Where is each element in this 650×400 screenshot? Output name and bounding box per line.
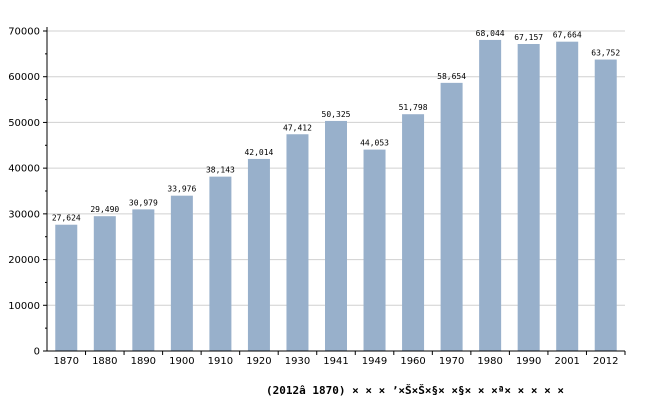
bar	[209, 176, 232, 351]
bar	[402, 114, 425, 352]
y-tick-label: 60000	[8, 72, 40, 83]
bar-value-label: 51,798	[399, 103, 428, 112]
bar-value-label: 42,014	[244, 148, 273, 157]
bar	[286, 134, 309, 351]
bar	[363, 149, 386, 351]
bar-value-label: 27,624	[52, 214, 81, 223]
x-tick-label: 1990	[516, 356, 541, 367]
bar-value-label: 68,044	[476, 29, 505, 38]
bar-value-label: 67,664	[553, 31, 582, 40]
bar-value-label: 44,053	[360, 139, 389, 148]
x-tick-label: 1880	[92, 356, 117, 367]
x-tick-label: 1970	[439, 356, 464, 367]
x-tick-label: 1930	[285, 356, 310, 367]
bar	[594, 59, 617, 351]
y-tick-label: 70000	[8, 27, 40, 38]
y-tick-label: 40000	[8, 164, 40, 175]
bar-value-label: 33,976	[167, 185, 196, 194]
y-tick-label: 0	[34, 347, 40, 358]
bar-value-label: 63,752	[591, 49, 620, 58]
bar-value-label: 47,412	[283, 123, 312, 132]
bar-value-label: 67,157	[514, 33, 543, 42]
x-tick-label: 1949	[362, 356, 387, 367]
x-tick-label: 1900	[169, 356, 194, 367]
x-tick-label: 1941	[323, 356, 348, 367]
x-tick-label: 2012	[593, 356, 618, 367]
bar-value-label: 30,979	[129, 198, 158, 207]
bar	[556, 41, 579, 351]
chart-caption: (2012â 1870) × × × ʼ×Š×Š×§× ×§× × ×ª× × …	[266, 384, 564, 397]
bar	[440, 82, 463, 351]
bar	[93, 216, 116, 351]
x-tick-label: 1920	[246, 356, 271, 367]
bar-value-label: 29,490	[90, 205, 119, 214]
y-tick-label: 30000	[8, 209, 40, 220]
labels: 0 10000 20000 30000 40000 50000 60000 70000 27,6…	[8, 27, 620, 368]
y-tick-label: 50000	[8, 118, 40, 129]
axes	[43, 27, 626, 355]
y-tick-label: 10000	[8, 301, 40, 312]
bar	[517, 43, 540, 351]
x-tick-label: 1890	[131, 356, 156, 367]
x-tick-label: 1910	[208, 356, 233, 367]
bar	[479, 39, 502, 352]
x-tick-label: 2001	[554, 356, 579, 367]
x-tick-label: 1870	[54, 356, 79, 367]
bar	[132, 209, 155, 351]
bars	[55, 39, 617, 352]
bar	[325, 120, 347, 351]
bar	[170, 195, 193, 351]
x-tick-label: 1960	[400, 356, 425, 367]
x-tick-label: 1980	[477, 356, 502, 367]
bar-value-label: 38,143	[206, 166, 235, 175]
bar	[247, 158, 270, 351]
bar-value-label: 50,325	[322, 110, 351, 119]
y-tick-label: 20000	[8, 255, 40, 266]
bar-value-label: 58,654	[437, 72, 466, 81]
bar	[55, 224, 78, 351]
